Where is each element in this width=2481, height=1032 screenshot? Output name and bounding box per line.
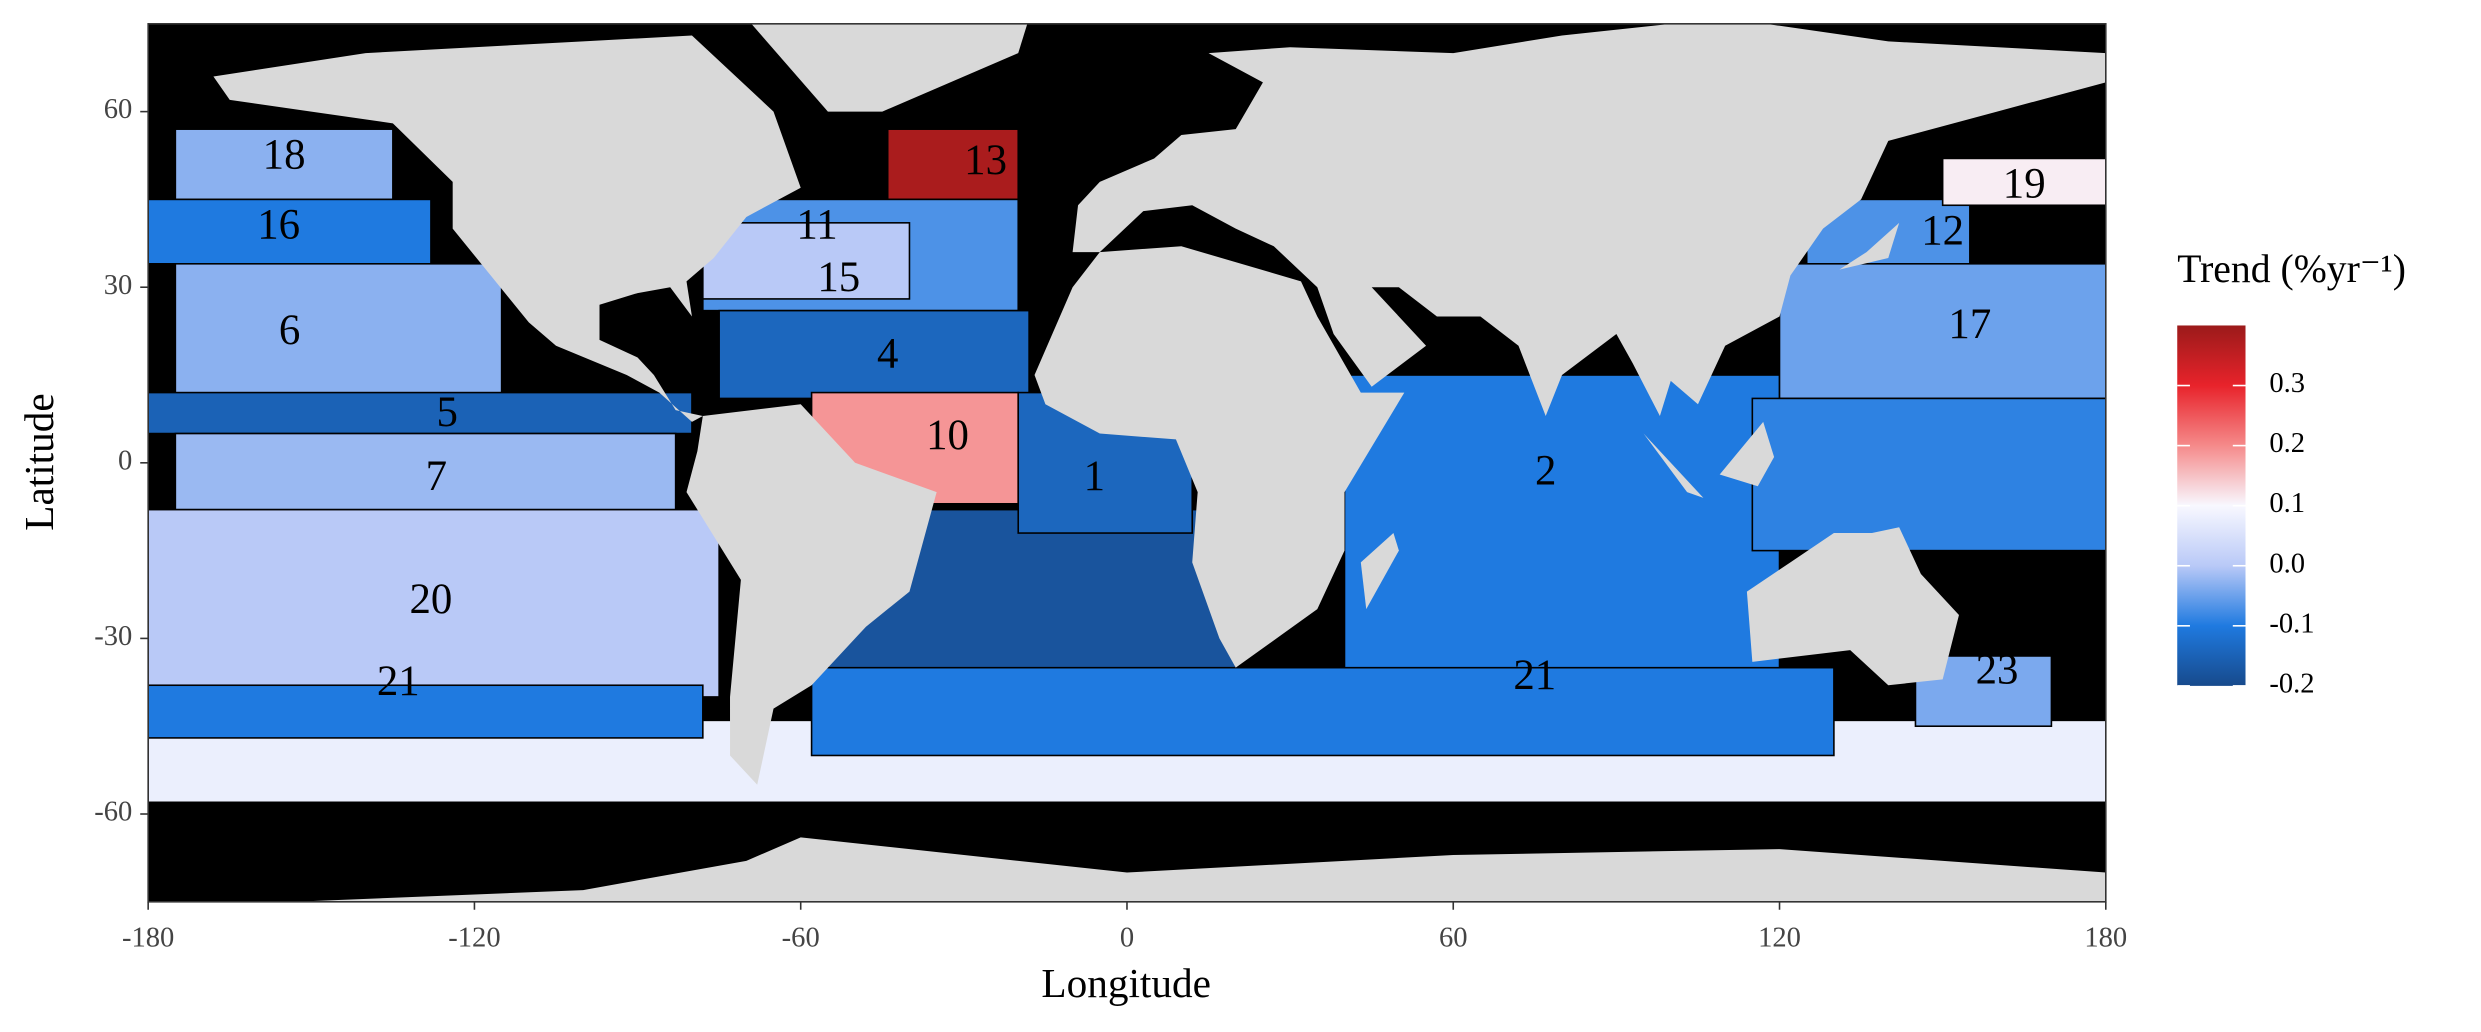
x-axis-title: Longitude: [1041, 960, 1211, 1006]
region-label: 21: [377, 658, 420, 705]
region: [148, 684, 704, 739]
x-tick-label: -180: [122, 922, 174, 953]
region-label: 21: [1513, 652, 1556, 699]
region: [810, 666, 1835, 757]
x-tick-label: 60: [1439, 922, 1468, 953]
x-tick-label: 180: [2084, 922, 2127, 953]
region-label: 11: [796, 202, 837, 249]
land: [1360, 533, 1399, 610]
region-label: 6: [279, 307, 300, 354]
region: [1751, 397, 2106, 552]
land: [1034, 246, 1405, 668]
land: [1072, 23, 2106, 416]
x-tick-label: 0: [1120, 922, 1134, 953]
region-label: 15: [817, 254, 860, 301]
x-tick-label: -120: [448, 922, 500, 953]
x-tick-label: -60: [782, 922, 820, 953]
region: [174, 263, 503, 400]
region: [1941, 157, 2106, 207]
region: [148, 198, 432, 265]
land: [293, 837, 2106, 902]
region: [1778, 263, 2106, 400]
colorbar-tick-label: -0.2: [2269, 668, 2314, 699]
land: [213, 35, 801, 422]
y-tick-label: 60: [104, 94, 133, 125]
y-axis-title: Latitude: [16, 393, 62, 531]
x-tick-label: 120: [1758, 922, 1801, 953]
colorbar-tick-label: 0.3: [2269, 368, 2305, 399]
land: [1719, 421, 1775, 487]
region: [148, 508, 720, 698]
colorbar-tick-label: 0.0: [2269, 548, 2305, 579]
region-label: 18: [263, 131, 306, 178]
region-label: 10: [926, 412, 969, 459]
region: [174, 432, 677, 511]
colorbar-tick-label: 0.2: [2269, 428, 2305, 459]
region: [1343, 374, 1781, 669]
y-tick-label: -60: [94, 797, 132, 828]
land: [686, 404, 937, 785]
region-label: 1: [1084, 453, 1105, 500]
region: [702, 222, 911, 300]
region-label: 12: [1921, 207, 1964, 254]
colorbar-tick-label: -0.1: [2269, 608, 2314, 639]
region-label: 5: [437, 389, 458, 436]
region-label: 20: [410, 576, 453, 623]
legend-title: Trend (%yr⁻¹): [2177, 247, 2406, 291]
region-label: 7: [426, 453, 447, 500]
region: [174, 128, 394, 201]
land: [1746, 527, 1959, 686]
y-tick-label: 30: [104, 270, 133, 301]
land: [1839, 222, 1900, 270]
region: [718, 309, 1030, 400]
region-label: 16: [257, 202, 300, 249]
land: [751, 23, 1028, 112]
region: [886, 128, 1020, 201]
region-label: 4: [877, 330, 898, 377]
region-label: 19: [2003, 161, 2046, 208]
region: [148, 391, 693, 435]
region-label: 2: [1535, 447, 1556, 494]
y-tick-label: -30: [94, 621, 132, 652]
colorbar-tick-label: 0.1: [2269, 488, 2305, 519]
region-label: 13: [964, 137, 1007, 184]
y-tick-label: 0: [118, 445, 132, 476]
region-label: 17: [1948, 301, 1991, 348]
region-label: 23: [1976, 646, 2019, 693]
